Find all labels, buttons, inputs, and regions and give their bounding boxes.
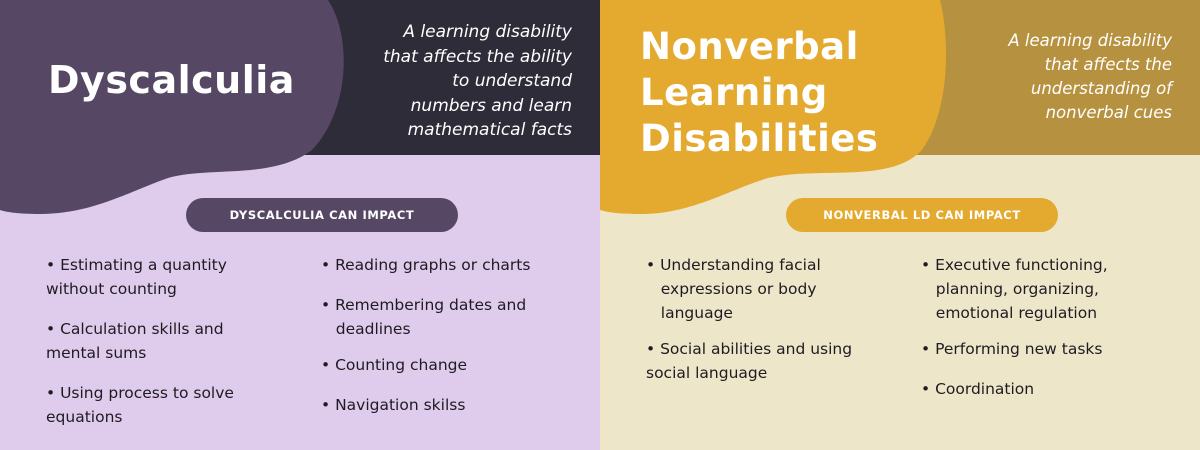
list-item: • Calculation skills and mental sums [46, 317, 286, 365]
list-item-text: • Using process to solve equations [46, 384, 234, 426]
list-item: • Remembering dates and deadlines [321, 293, 571, 341]
nonverbal-ld-impact-badge: NONVERBAL LD CAN IMPACT [786, 198, 1058, 232]
dyscalculia-description: A learning disability that affects the a… [383, 22, 572, 140]
dyscalculia-panel: Dyscalculia A learning disability that a… [0, 0, 600, 450]
dyscalculia-impact-badge: DYSCALCULIA CAN IMPACT [186, 198, 458, 232]
list-item-text: • Executive functioning, planning, organ… [921, 256, 1108, 322]
list-item-text: • Counting change [321, 356, 468, 374]
list-item: • Executive functioning, planning, organ… [921, 253, 1181, 325]
dyscalculia-impact-list-col1: • Estimating a quantity without counting… [46, 253, 286, 445]
list-item-text: • Calculation skills and mental sums [46, 320, 224, 362]
list-item-text: • Navigation skilss [321, 396, 466, 414]
list-item: • Using process to solve equations [46, 381, 286, 429]
list-item: • Performing new tasks [921, 337, 1181, 361]
dyscalculia-impact-list-col2: • Reading graphs or charts • Remembering… [321, 253, 571, 433]
nonverbal-ld-background [600, 0, 1200, 450]
list-item-text: • Understanding facial expressions or bo… [646, 256, 821, 322]
nonverbal-ld-description: A learning disability that affects the u… [1008, 31, 1172, 122]
list-item: • Navigation skilss [321, 393, 571, 417]
list-item-text: • Remembering dates and deadlines [321, 296, 527, 338]
list-item: • Reading graphs or charts [321, 253, 571, 277]
dyscalculia-title: Dyscalculia [48, 58, 295, 102]
list-item-text: • Social abilities and using social lang… [646, 340, 853, 382]
list-item: • Social abilities and using social lang… [646, 337, 886, 385]
list-item: • Understanding facial expressions or bo… [646, 253, 886, 325]
dyscalculia-blob-shape [0, 0, 344, 214]
list-item-text: • Coordination [921, 380, 1035, 398]
nonverbal-ld-impact-list-col1: • Understanding facial expressions or bo… [646, 253, 886, 401]
dyscalculia-background [0, 0, 600, 450]
nonverbal-ld-blob-shape [600, 0, 947, 214]
nonverbal-ld-panel: Nonverbal Learning Disabilities A learni… [600, 0, 1200, 450]
nonverbal-ld-title: Nonverbal Learning Disabilities [640, 25, 879, 160]
list-item-text: • Estimating a quantity without counting [46, 256, 227, 298]
nonverbal-ld-impact-list-col2: • Executive functioning, planning, organ… [921, 253, 1181, 417]
list-item: • Coordination [921, 377, 1181, 401]
list-item: • Counting change [321, 353, 571, 377]
list-item-text: • Reading graphs or charts [321, 256, 531, 274]
list-item: • Estimating a quantity without counting [46, 253, 286, 301]
list-item-text: • Performing new tasks [921, 340, 1103, 358]
